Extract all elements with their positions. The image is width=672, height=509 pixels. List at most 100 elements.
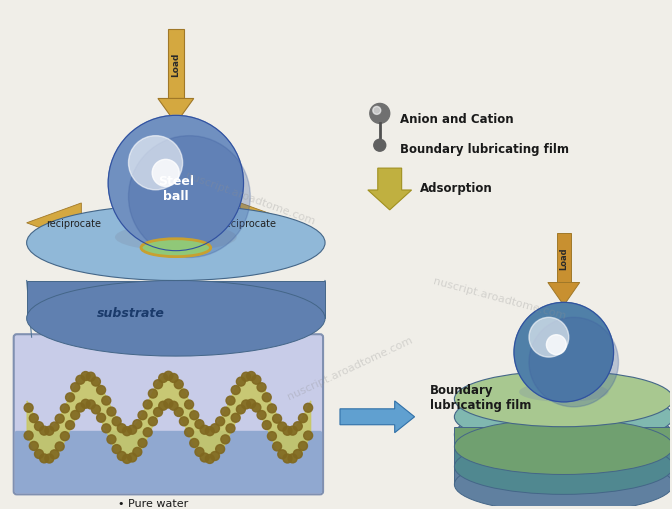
Circle shape — [273, 442, 282, 451]
Circle shape — [143, 400, 152, 409]
Polygon shape — [340, 401, 415, 433]
Circle shape — [373, 107, 381, 115]
Polygon shape — [27, 281, 325, 319]
Ellipse shape — [27, 281, 325, 356]
Circle shape — [50, 422, 59, 431]
Circle shape — [221, 407, 230, 416]
Circle shape — [231, 413, 240, 422]
Circle shape — [97, 413, 106, 422]
Circle shape — [283, 454, 292, 463]
Circle shape — [76, 403, 85, 412]
Circle shape — [237, 377, 245, 386]
Circle shape — [174, 408, 183, 417]
Circle shape — [164, 399, 173, 408]
Circle shape — [45, 427, 54, 435]
Text: Boundary lubricating film: Boundary lubricating film — [400, 143, 569, 155]
Circle shape — [278, 450, 287, 459]
Circle shape — [107, 435, 116, 444]
Circle shape — [91, 377, 100, 386]
Circle shape — [86, 373, 95, 381]
Circle shape — [66, 393, 75, 402]
Circle shape — [30, 442, 38, 450]
Circle shape — [60, 404, 69, 413]
Circle shape — [190, 411, 199, 420]
Circle shape — [81, 372, 90, 381]
Circle shape — [529, 318, 618, 407]
Polygon shape — [548, 283, 580, 306]
Circle shape — [241, 400, 251, 409]
Circle shape — [216, 445, 224, 454]
Circle shape — [262, 421, 271, 430]
Circle shape — [169, 402, 178, 410]
Circle shape — [241, 373, 251, 381]
Circle shape — [179, 417, 188, 426]
Circle shape — [278, 422, 287, 431]
Ellipse shape — [454, 457, 672, 509]
Text: Load: Load — [171, 52, 180, 77]
Circle shape — [304, 404, 312, 412]
Circle shape — [118, 451, 126, 461]
Circle shape — [128, 426, 136, 434]
Circle shape — [529, 318, 569, 357]
Ellipse shape — [141, 239, 210, 257]
Circle shape — [108, 116, 243, 251]
Circle shape — [267, 404, 276, 413]
Text: Steel
ball: Steel ball — [158, 175, 194, 203]
Circle shape — [97, 386, 106, 394]
Circle shape — [122, 455, 132, 464]
Circle shape — [546, 335, 566, 355]
Text: • Pure water: • Pure water — [118, 498, 188, 508]
Circle shape — [206, 427, 214, 436]
Circle shape — [298, 414, 308, 423]
Circle shape — [86, 400, 95, 409]
Circle shape — [514, 303, 614, 402]
Circle shape — [66, 421, 75, 430]
Polygon shape — [454, 445, 672, 467]
Circle shape — [128, 136, 250, 258]
Ellipse shape — [454, 439, 672, 494]
Circle shape — [154, 380, 163, 389]
Circle shape — [24, 431, 33, 440]
Circle shape — [112, 445, 121, 454]
Text: nuscript.aroadtome.com: nuscript.aroadtome.com — [286, 334, 414, 401]
Circle shape — [226, 397, 235, 405]
Text: reciprocate: reciprocate — [46, 218, 101, 229]
Polygon shape — [454, 427, 672, 447]
Circle shape — [288, 454, 297, 463]
Circle shape — [71, 383, 80, 392]
Text: reciprocate: reciprocate — [221, 218, 276, 229]
Text: substrate: substrate — [97, 306, 165, 319]
Polygon shape — [557, 233, 571, 283]
Circle shape — [210, 451, 220, 461]
Circle shape — [206, 455, 214, 464]
Circle shape — [143, 428, 152, 437]
Circle shape — [174, 380, 183, 389]
Circle shape — [40, 427, 48, 435]
Circle shape — [45, 454, 54, 463]
Circle shape — [283, 427, 292, 435]
Text: nuscript.aroadtome.com: nuscript.aroadtome.com — [184, 171, 317, 227]
Circle shape — [55, 414, 64, 423]
Circle shape — [152, 160, 179, 187]
Circle shape — [133, 447, 142, 457]
Ellipse shape — [27, 206, 325, 281]
Circle shape — [288, 427, 297, 435]
Polygon shape — [368, 169, 411, 210]
Circle shape — [200, 426, 209, 434]
Circle shape — [55, 442, 64, 451]
Text: Anion and Cation: Anion and Cation — [400, 112, 513, 126]
Ellipse shape — [454, 389, 672, 445]
Ellipse shape — [115, 224, 237, 251]
Circle shape — [252, 403, 261, 412]
Polygon shape — [454, 463, 672, 485]
Circle shape — [200, 453, 209, 462]
Circle shape — [190, 439, 199, 447]
Ellipse shape — [519, 382, 609, 402]
Circle shape — [247, 400, 255, 408]
Circle shape — [293, 449, 302, 459]
Circle shape — [34, 449, 44, 459]
Circle shape — [216, 417, 224, 426]
Circle shape — [122, 427, 132, 436]
Polygon shape — [168, 30, 184, 99]
Circle shape — [81, 400, 90, 408]
